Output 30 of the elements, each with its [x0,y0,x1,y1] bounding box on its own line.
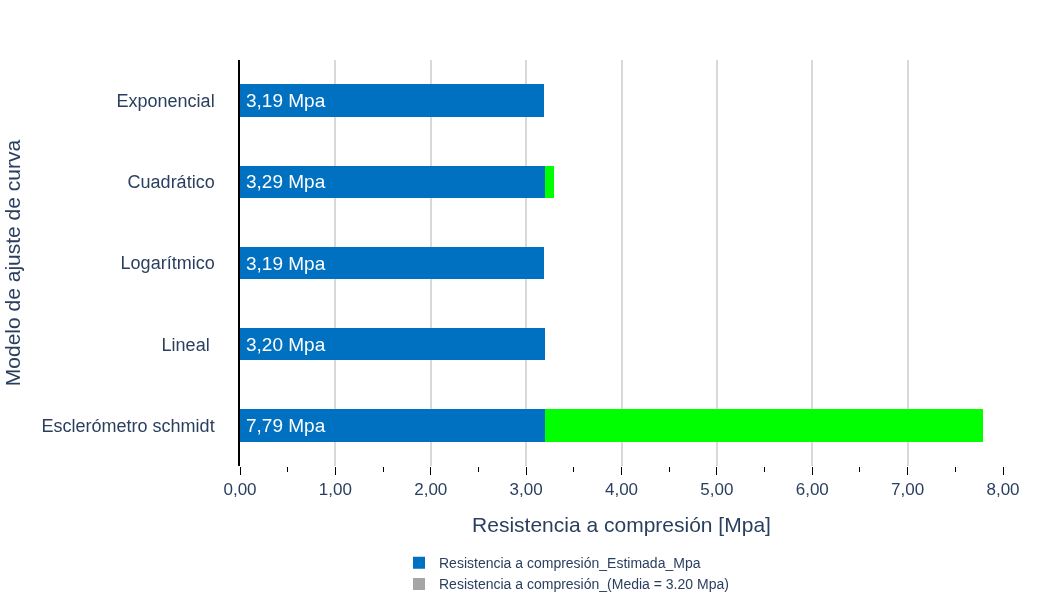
bar [240,409,546,442]
bar [240,84,545,117]
y-axis-title: Modelo de ajuste de curva [1,139,25,387]
bar [240,327,546,361]
x-tick-label: 2,00 [414,480,448,500]
y-tick-label: Exponencial [116,90,215,111]
total-label: 7,79 Mpa [246,415,326,436]
bar [240,165,546,199]
x-tick-label: 0,00 [223,480,257,500]
x-tick-label: 3,00 [509,480,543,500]
total-label: 3,19 Mpa [246,90,326,111]
total-label: 3,29 Mpa [246,171,326,192]
bar [240,246,545,280]
x-tick-label: 5,00 [700,480,734,500]
x-tick-label: 6,00 [795,480,829,500]
legend-label: Resistencia a compresión_Estimada_Mpa [439,555,701,572]
total-label: 3,19 Mpa [246,253,326,274]
y-tick-label: Lineal [161,334,215,355]
x-tick-label: 8,00 [986,480,1020,500]
y-tick-label: Cuadrático [127,172,215,193]
x-tick-label: 1,00 [318,480,352,500]
bar [545,165,554,199]
y-tick-label: Esclerómetro schmidt [41,415,215,436]
bar [545,409,983,442]
x-tick-label: 4,00 [604,480,639,500]
x-tick-label: 7,00 [891,480,925,500]
y-tick-label: Logarítmico [120,253,215,274]
total-label: 3,20 Mpa [246,334,326,355]
legend-label: Resistencia a compresión_(Media = 3.20 Mpa) [439,576,729,593]
x-axis-title: Resistencia a compresión [Mpa] [472,512,771,536]
